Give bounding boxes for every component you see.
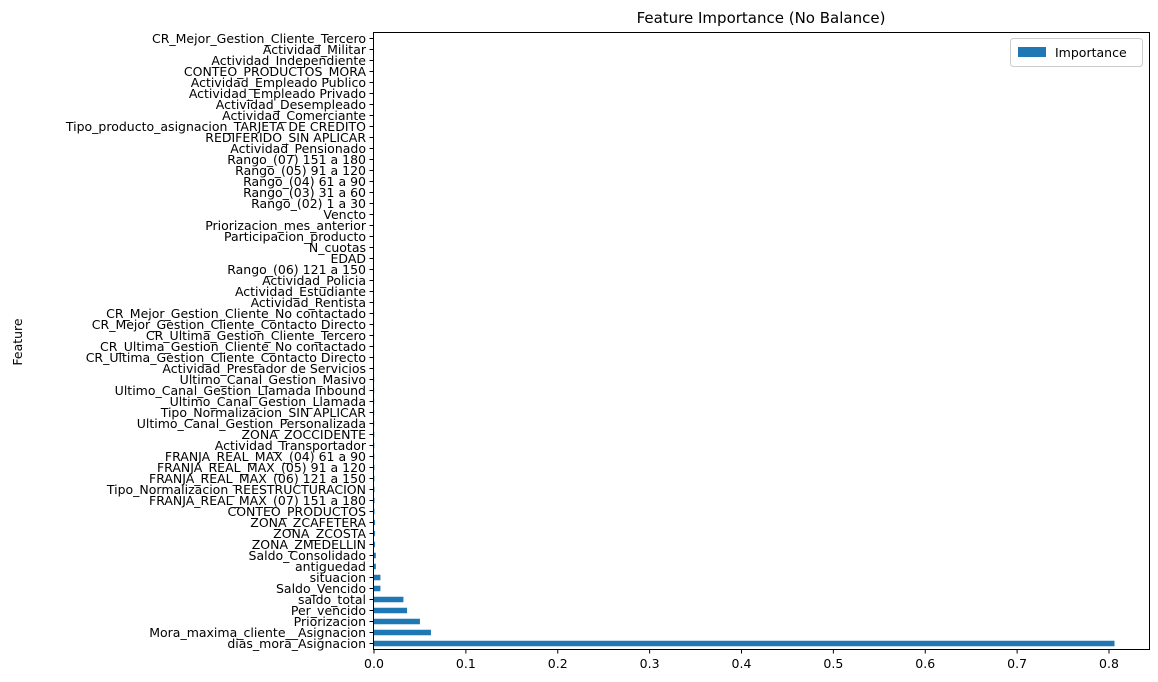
y-tick-label: Rango_(02) 1 a 30 xyxy=(251,196,366,211)
y-tick-label: Ultimo_Canal_Gestion_Llamada xyxy=(170,394,366,409)
y-tick-label: ZONA_ZOCCIDENTE xyxy=(241,427,366,442)
bar xyxy=(374,585,381,592)
y-tick-label: Priorizacion_mes_anterior xyxy=(205,218,367,233)
legend-label: Importance xyxy=(1055,45,1127,60)
y-tick-label: Tipo_Normalizacion_SIN APLICAR xyxy=(160,405,367,420)
y-tick-label: Actividad_Prestador de Servicios xyxy=(162,361,366,376)
y-tick-label: FRANJA_REAL_MAX_(07) 151 a 180 xyxy=(149,493,366,508)
y-tick-label: Actividad_Independiente xyxy=(211,53,366,68)
y-tick-label: Actividad_Estudiante xyxy=(235,284,366,299)
x-tick-label: 0.0 xyxy=(364,656,384,671)
y-tick-label: Actividad_Transportador xyxy=(215,438,367,453)
y-tick-label: CR_Mejor_Gestion_Cliente_Contacto Direct… xyxy=(92,317,366,332)
y-tick-label: CR_Ultima_Gestion_Cliente_Tercero xyxy=(146,328,366,343)
y-tick-label: Actividad_Desempleado xyxy=(216,97,366,112)
x-tick-label: 0.3 xyxy=(640,656,660,671)
y-tick-label: CR_Mejor_Gestion_Cliente_No contactado xyxy=(106,306,366,321)
bar xyxy=(374,541,375,548)
y-tick-label: Ultimo_Canal_Gestion_Llamada Inbound xyxy=(115,383,366,398)
y-tick-label: Participacion_producto xyxy=(224,229,366,244)
y-tick-label: Ultimo_Canal_Gestion_Personalizada xyxy=(137,416,366,431)
y-tick-label: Saldo_Consolidado xyxy=(249,548,366,563)
x-tick-label: 0.1 xyxy=(456,656,476,671)
y-tick-label: Saldo_Vencido xyxy=(276,581,366,596)
y-tick-label: Actividad_Policia xyxy=(262,273,366,288)
y-tick-label: FRANJA_REAL_MAX_(06) 121 a 150 xyxy=(149,471,366,486)
y-tick-label: Actividad_Militar xyxy=(263,42,367,57)
y-tick-label: EDAD xyxy=(331,251,366,266)
y-tick-label: ZONA_ZCAFETERA xyxy=(250,515,366,530)
y-tick-label: N_cuotas xyxy=(309,240,366,255)
bar xyxy=(374,530,375,537)
bar xyxy=(374,552,376,559)
legend: Importance xyxy=(1010,38,1143,67)
y-tick-label: CR_Ultima_Gestion_Cliente_Contacto Direc… xyxy=(86,350,366,365)
y-tick-label: Rango_(04) 61 a 90 xyxy=(243,174,366,189)
y-tick-label: Rango_(06) 121 a 150 xyxy=(227,262,366,277)
y-tick-label: FRANJA_REAL_MAX_(04) 61 a 90 xyxy=(165,449,366,464)
y-tick-label: Priorizacion xyxy=(294,614,366,629)
y-tick-label: Mora_maxima_cliente__Asignacion xyxy=(149,625,366,640)
y-tick-label: CONTEO_PRODUCTOS xyxy=(227,504,366,519)
y-tick-label: Ultimo_Canal_Gestion_Masivo xyxy=(180,372,366,387)
bar xyxy=(374,596,404,603)
x-tick-label: 0.7 xyxy=(1007,656,1027,671)
x-tick-label: 0.5 xyxy=(823,656,843,671)
y-tick-label: CONTEO_PRODUCTOS_MORA xyxy=(184,64,367,79)
y-tick-label: Rango_(03) 31 a 60 xyxy=(243,185,366,200)
bar xyxy=(374,629,431,636)
x-tick-label: 0.4 xyxy=(732,656,752,671)
x-tick-label: 0.8 xyxy=(1099,656,1119,671)
y-tick-label: Actividad_Pensionado xyxy=(230,141,366,156)
y-ticks-group: dias_mora_AsignacionMora_maxima_cliente_… xyxy=(65,31,374,651)
bar xyxy=(374,563,376,570)
y-tick-label: FRANJA_REAL_MAX_(05) 91 a 120 xyxy=(157,460,366,475)
y-tick-label: Actividad_Empleado Privado xyxy=(189,86,366,101)
y-tick-label: situacion xyxy=(310,570,366,585)
x-ticks-group: 0.0 0.1 0.2 0.3 0.4 0.5 0.6 0.7 0.8 xyxy=(364,649,1119,671)
y-tick-label: Rango_(07) 151 a 180 xyxy=(227,152,366,167)
y-tick-label: Vencto xyxy=(323,207,366,222)
y-tick-label: CR_Ultima_Gestion_Cliente_No contactado xyxy=(100,339,366,354)
bars-group xyxy=(374,299,1115,647)
y-tick-label: dias_mora_Asignacion xyxy=(227,636,366,651)
bar xyxy=(374,519,375,526)
y-tick-label: Tipo_producto_asignacion_TARJETA DE CRED… xyxy=(65,119,366,134)
x-tick-label: 0.2 xyxy=(548,656,568,671)
y-tick-label: antiguedad xyxy=(295,559,366,574)
y-tick-label: Per_vencido xyxy=(291,603,366,618)
y-tick-label: ZONA_ZMEDELLIN xyxy=(252,537,366,552)
y-tick-label: ZONA_ZCOSTA xyxy=(273,526,366,541)
plot-frame xyxy=(373,32,1150,650)
y-tick-label: CR_Mejor_Gestion_Cliente_Tercero xyxy=(152,31,366,46)
y-tick-label: Actividad_Comerciante xyxy=(222,108,366,123)
y-tick-label: Tipo_Normalizacion_REESTRUCTURACION xyxy=(106,482,366,497)
bar xyxy=(374,574,381,581)
y-tick-label: Rango_(05) 91 a 120 xyxy=(235,163,366,178)
bar xyxy=(374,618,420,625)
legend-box xyxy=(1010,38,1143,67)
y-tick-label: Actividad_Empleado Publico xyxy=(191,75,366,90)
bar xyxy=(374,640,1115,647)
y-tick-label: saldo_total xyxy=(298,592,366,607)
legend-swatch xyxy=(1018,47,1046,57)
x-tick-label: 0.6 xyxy=(915,656,935,671)
y-tick-label: Actividad_Rentista xyxy=(251,295,366,310)
bar xyxy=(374,607,408,614)
y-axis-label: Feature xyxy=(10,318,25,366)
y-tick-label: REDIFERIDO_SIN APLICAR xyxy=(205,130,366,145)
chart-title: Feature Importance (No Balance) xyxy=(637,9,886,27)
